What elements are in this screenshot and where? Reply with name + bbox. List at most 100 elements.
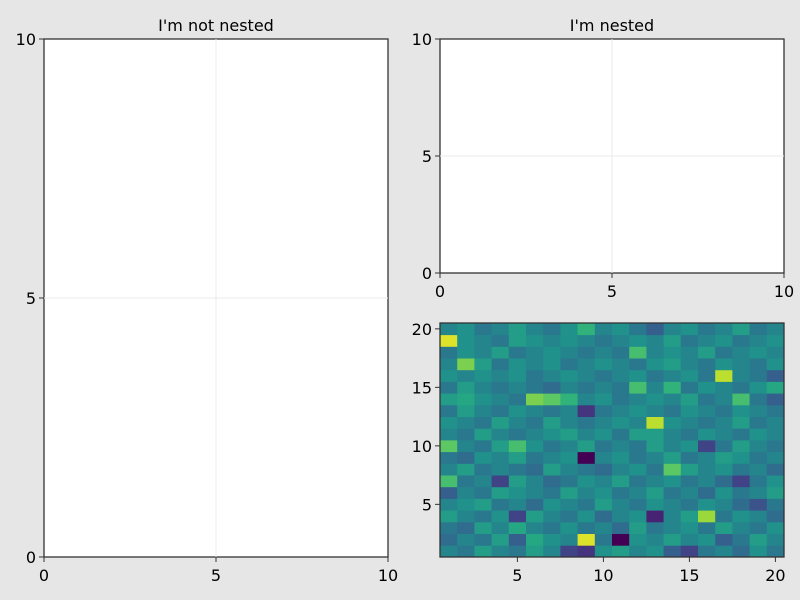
heatmap-cell xyxy=(680,381,699,394)
heatmap-cell xyxy=(646,463,664,476)
heatmap-cell xyxy=(508,369,527,382)
heatmap-cell xyxy=(766,533,785,546)
heatmap-cell xyxy=(526,533,544,546)
heatmap-cell xyxy=(732,521,750,534)
heatmap-cell xyxy=(594,404,613,417)
heatmap-cell xyxy=(543,533,561,546)
heatmap-cell xyxy=(491,358,510,371)
x-tick-label: 5 xyxy=(211,566,221,585)
heatmap-cell xyxy=(663,393,682,406)
heatmap-cell xyxy=(508,498,527,511)
heatmap-cell xyxy=(440,369,458,382)
heatmap-cell xyxy=(594,475,613,488)
heatmap-cell xyxy=(594,369,613,382)
heatmap-cell xyxy=(766,346,785,359)
heatmap-cell xyxy=(612,486,630,499)
heatmap-cell xyxy=(749,475,768,488)
heatmap-cell xyxy=(440,451,458,464)
heatmap-cell xyxy=(749,521,768,534)
heatmap-cell xyxy=(543,510,561,523)
heatmap-cell xyxy=(646,440,664,453)
heatmap-cell xyxy=(612,428,630,441)
heatmap-cell xyxy=(526,428,544,441)
heatmap-cell xyxy=(646,358,664,371)
heatmap-cell xyxy=(577,498,596,511)
heatmap-cell xyxy=(732,451,750,464)
x-tick-label: 10 xyxy=(593,566,613,585)
heatmap-cell xyxy=(491,428,510,441)
heatmap-cell xyxy=(457,416,475,429)
heatmap-cell xyxy=(612,416,630,429)
heatmap-cell xyxy=(457,428,475,441)
heatmap-cell xyxy=(646,381,664,394)
heatmap-cell xyxy=(543,545,561,558)
heatmap-cell xyxy=(749,498,768,511)
heatmap-cell xyxy=(698,334,716,347)
heatmap-cell xyxy=(440,381,458,394)
heatmap-cell xyxy=(732,358,750,371)
heatmap-cell xyxy=(766,510,785,523)
heatmap-cell xyxy=(560,404,578,417)
heatmap-cell xyxy=(663,358,682,371)
heatmap-cell xyxy=(629,463,647,476)
heatmap-cell xyxy=(663,334,682,347)
heatmap-cell xyxy=(474,521,492,534)
heatmap-cell xyxy=(646,486,664,499)
y-tick-label: 10 xyxy=(16,30,36,49)
heatmap-cell xyxy=(474,334,492,347)
heatmap-cell xyxy=(766,393,785,406)
heatmap-cell xyxy=(646,369,664,382)
grid-not-nested xyxy=(44,39,388,557)
heatmap-cell xyxy=(543,498,561,511)
heatmap-cell xyxy=(526,521,544,534)
heatmap-cell xyxy=(680,416,699,429)
heatmap-cell xyxy=(526,346,544,359)
heatmap-cell xyxy=(474,358,492,371)
heatmap-cell xyxy=(491,381,510,394)
heatmap-cell xyxy=(491,393,510,406)
heatmap-cell xyxy=(612,404,630,417)
heatmap-cell xyxy=(715,334,733,347)
heatmap-cell xyxy=(629,416,647,429)
heatmap-cell xyxy=(749,334,768,347)
heatmap-cell xyxy=(594,451,613,464)
heatmap-cell xyxy=(457,463,475,476)
heatmap-cell xyxy=(646,521,664,534)
heatmap-cell xyxy=(732,533,750,546)
heatmap-cell xyxy=(594,358,613,371)
chart-title-not-nested: I'm not nested xyxy=(158,16,274,35)
heatmap-cell xyxy=(474,463,492,476)
heatmap-cell xyxy=(491,510,510,523)
heatmap-cell xyxy=(440,521,458,534)
heatmap-cell xyxy=(474,545,492,558)
heatmap-cell xyxy=(646,346,664,359)
heatmap-cell xyxy=(732,475,750,488)
heatmap-cell xyxy=(508,510,527,523)
heatmap-cell xyxy=(663,428,682,441)
heatmap-cell xyxy=(612,451,630,464)
grid-nested xyxy=(440,39,784,273)
heatmap-cell xyxy=(577,475,596,488)
heatmap-cell xyxy=(491,498,510,511)
heatmap-cell xyxy=(680,486,699,499)
heatmap-cell xyxy=(474,451,492,464)
heatmap-cell xyxy=(629,334,647,347)
heatmap-cell xyxy=(646,451,664,464)
heatmap-cell xyxy=(680,393,699,406)
heatmap-cell xyxy=(474,533,492,546)
heatmap-cell xyxy=(560,533,578,546)
heatmap-cell xyxy=(508,416,527,429)
axis-nested: I'm nested 0 5 10 0 5 10 xyxy=(412,16,795,301)
heatmap-cell xyxy=(766,416,785,429)
heatmap-cell xyxy=(612,463,630,476)
heatmap-cell xyxy=(491,323,510,336)
heatmap-cell xyxy=(766,334,785,347)
heatmap-cell xyxy=(612,358,630,371)
heatmap-cell xyxy=(749,451,768,464)
chart-title-nested: I'm nested xyxy=(570,16,654,35)
heatmap-cell xyxy=(560,393,578,406)
heatmap-cell xyxy=(715,346,733,359)
heatmap-cell xyxy=(749,381,768,394)
heatmap-cell xyxy=(663,463,682,476)
